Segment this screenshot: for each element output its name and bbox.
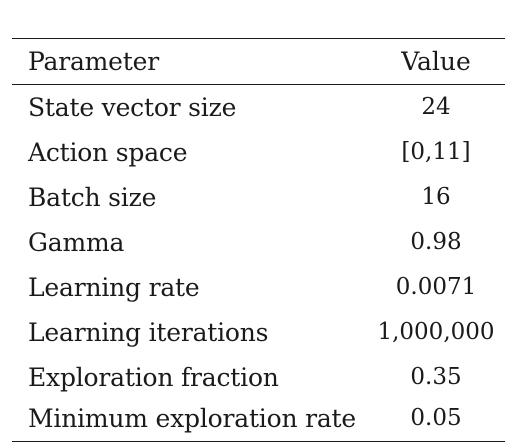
row-value: 0.98 xyxy=(410,229,462,255)
table-row: Learning rate 0.0071 xyxy=(12,265,505,310)
row-value: 0.0071 xyxy=(395,274,477,300)
row-parameter: Batch size xyxy=(28,183,157,212)
row-parameter: State vector size xyxy=(28,93,237,122)
table-top-rule xyxy=(12,38,505,40)
row-value: 24 xyxy=(421,94,451,120)
row-parameter: Learning iterations xyxy=(28,318,269,347)
row-parameter: Minimum exploration rate xyxy=(28,404,356,433)
header-parameter: Parameter xyxy=(28,47,159,76)
table-bottom-rule xyxy=(12,441,505,443)
table-row: Gamma 0.98 xyxy=(12,220,505,265)
row-value: [0,11] xyxy=(401,139,471,165)
table-header-rule xyxy=(12,84,505,85)
header-value: Value xyxy=(401,47,471,76)
row-value: 0.05 xyxy=(410,405,462,431)
row-parameter: Gamma xyxy=(28,228,125,257)
table-row: Minimum exploration rate 0.05 xyxy=(12,396,505,441)
row-parameter: Exploration fraction xyxy=(28,363,279,392)
table-header-row: Parameter Value xyxy=(12,39,505,84)
table-row: Learning iterations 1,000,000 xyxy=(12,310,505,355)
table-row: Action space [0,11] xyxy=(12,130,505,175)
row-value: 1,000,000 xyxy=(377,319,495,345)
table-row: State vector size 24 xyxy=(12,85,505,130)
row-parameter: Action space xyxy=(28,138,188,167)
row-value: 0.35 xyxy=(410,364,462,390)
table-row: Batch size 16 xyxy=(12,175,505,220)
row-parameter: Learning rate xyxy=(28,273,200,302)
row-value: 16 xyxy=(421,184,451,210)
table-row: Exploration fraction 0.35 xyxy=(12,355,505,400)
